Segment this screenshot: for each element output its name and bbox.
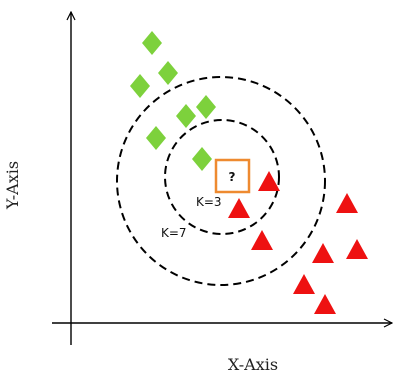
class-a-diamond	[196, 95, 216, 119]
class-b-triangle	[346, 239, 368, 259]
class-a-diamond	[192, 147, 212, 171]
class-b-triangle	[228, 198, 250, 218]
y-axis-title: Y-Axis	[3, 161, 22, 210]
class-a-diamond	[130, 74, 150, 98]
class-b-triangle	[258, 171, 280, 191]
class-b-triangle	[336, 193, 358, 213]
class-b-triangle	[251, 230, 273, 250]
class-b-triangle	[293, 274, 315, 294]
class-a-diamond	[142, 31, 162, 55]
x-axis-title: X-Axis	[228, 355, 278, 374]
class-b-triangle	[314, 294, 336, 314]
k7-label: K=7	[161, 226, 187, 240]
class-b-triangle	[312, 243, 334, 263]
class-a-diamond	[176, 104, 196, 128]
class-a-diamond	[158, 61, 178, 85]
k3-ring	[164, 119, 280, 235]
query-point-label: ?	[229, 170, 236, 184]
class-a-points	[130, 31, 216, 171]
class-b-points	[228, 171, 368, 314]
k3-label: K=3	[196, 195, 222, 209]
class-a-diamond	[146, 126, 166, 150]
k7-ring	[116, 76, 326, 286]
query-point-box	[214, 158, 251, 194]
